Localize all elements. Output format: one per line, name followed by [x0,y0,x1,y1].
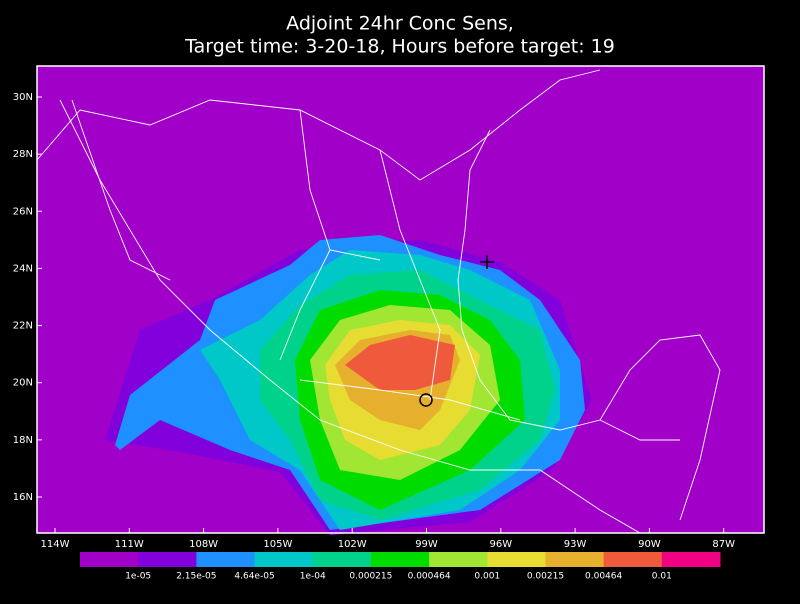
target-cross [480,255,494,269]
colorbar-box [196,552,256,567]
colorbar-label: 0.000215 [349,572,392,582]
colorbar-label: 0.000464 [408,572,451,582]
map-frame [36,65,765,534]
lat-label: 16N [13,492,33,503]
lon-label: 102W [338,539,367,550]
source-circle [419,393,433,407]
colorbar-label: 2.15e-05 [176,572,216,582]
title-line1: Adjoint 24hr Conc Sens, [286,13,514,35]
colorbar-box [138,552,197,567]
contour [345,335,455,390]
lat-label: 30N [13,92,33,103]
colorbar-box [487,552,546,567]
colorbar-label: 1e-04 [300,572,326,582]
lon-label: 96W [489,539,512,550]
lat-label: 20N [13,378,33,389]
lon-label: 108W [189,539,218,550]
lon-label: 114W [41,539,70,550]
lat-label: 26N [13,206,33,217]
lat-label: 28N [13,149,33,160]
colorbar-label: 4.64e-05 [234,572,274,582]
colorbar-label: 0.001 [474,572,500,582]
lon-label: 105W [263,539,292,550]
colorbar-box [80,552,139,567]
axes: 114W 111W 108W 105W 102W 99W 96W 93W 90W 87W 30N 28… [13,92,735,550]
lon-label: 93W [564,539,587,550]
state-borders [279,109,680,441]
map [36,65,765,535]
colorbar-box [429,552,488,567]
colorbar-box [370,552,430,567]
colorbar-box [545,552,605,567]
colorbar-box [312,552,372,567]
lon-label: 90W [638,539,661,550]
lon-label: 87W [712,539,735,550]
colorbar-box [661,552,721,567]
colorbar-label: 1e-05 [125,572,151,582]
colorbar-label: 0.01 [652,572,672,582]
markers [419,255,494,407]
lat-label: 18N [13,435,33,446]
lat-label: 22N [13,321,33,332]
colorbar-label: 0.00215 [527,572,564,582]
title-line2: Target time: 3-20-18, Hours before targe… [184,36,615,58]
lon-label: 99W [415,539,438,550]
lon-label: 111W [115,539,144,550]
lat-label: 24N [13,263,33,274]
colorbar-label: 0.00464 [585,572,622,582]
colorbar-box [254,552,314,567]
colorbar: 1e-05 2.15e-05 4.64e-05 1e-04 0.000215 0.0004… [80,552,721,582]
colorbar-box [603,552,663,567]
